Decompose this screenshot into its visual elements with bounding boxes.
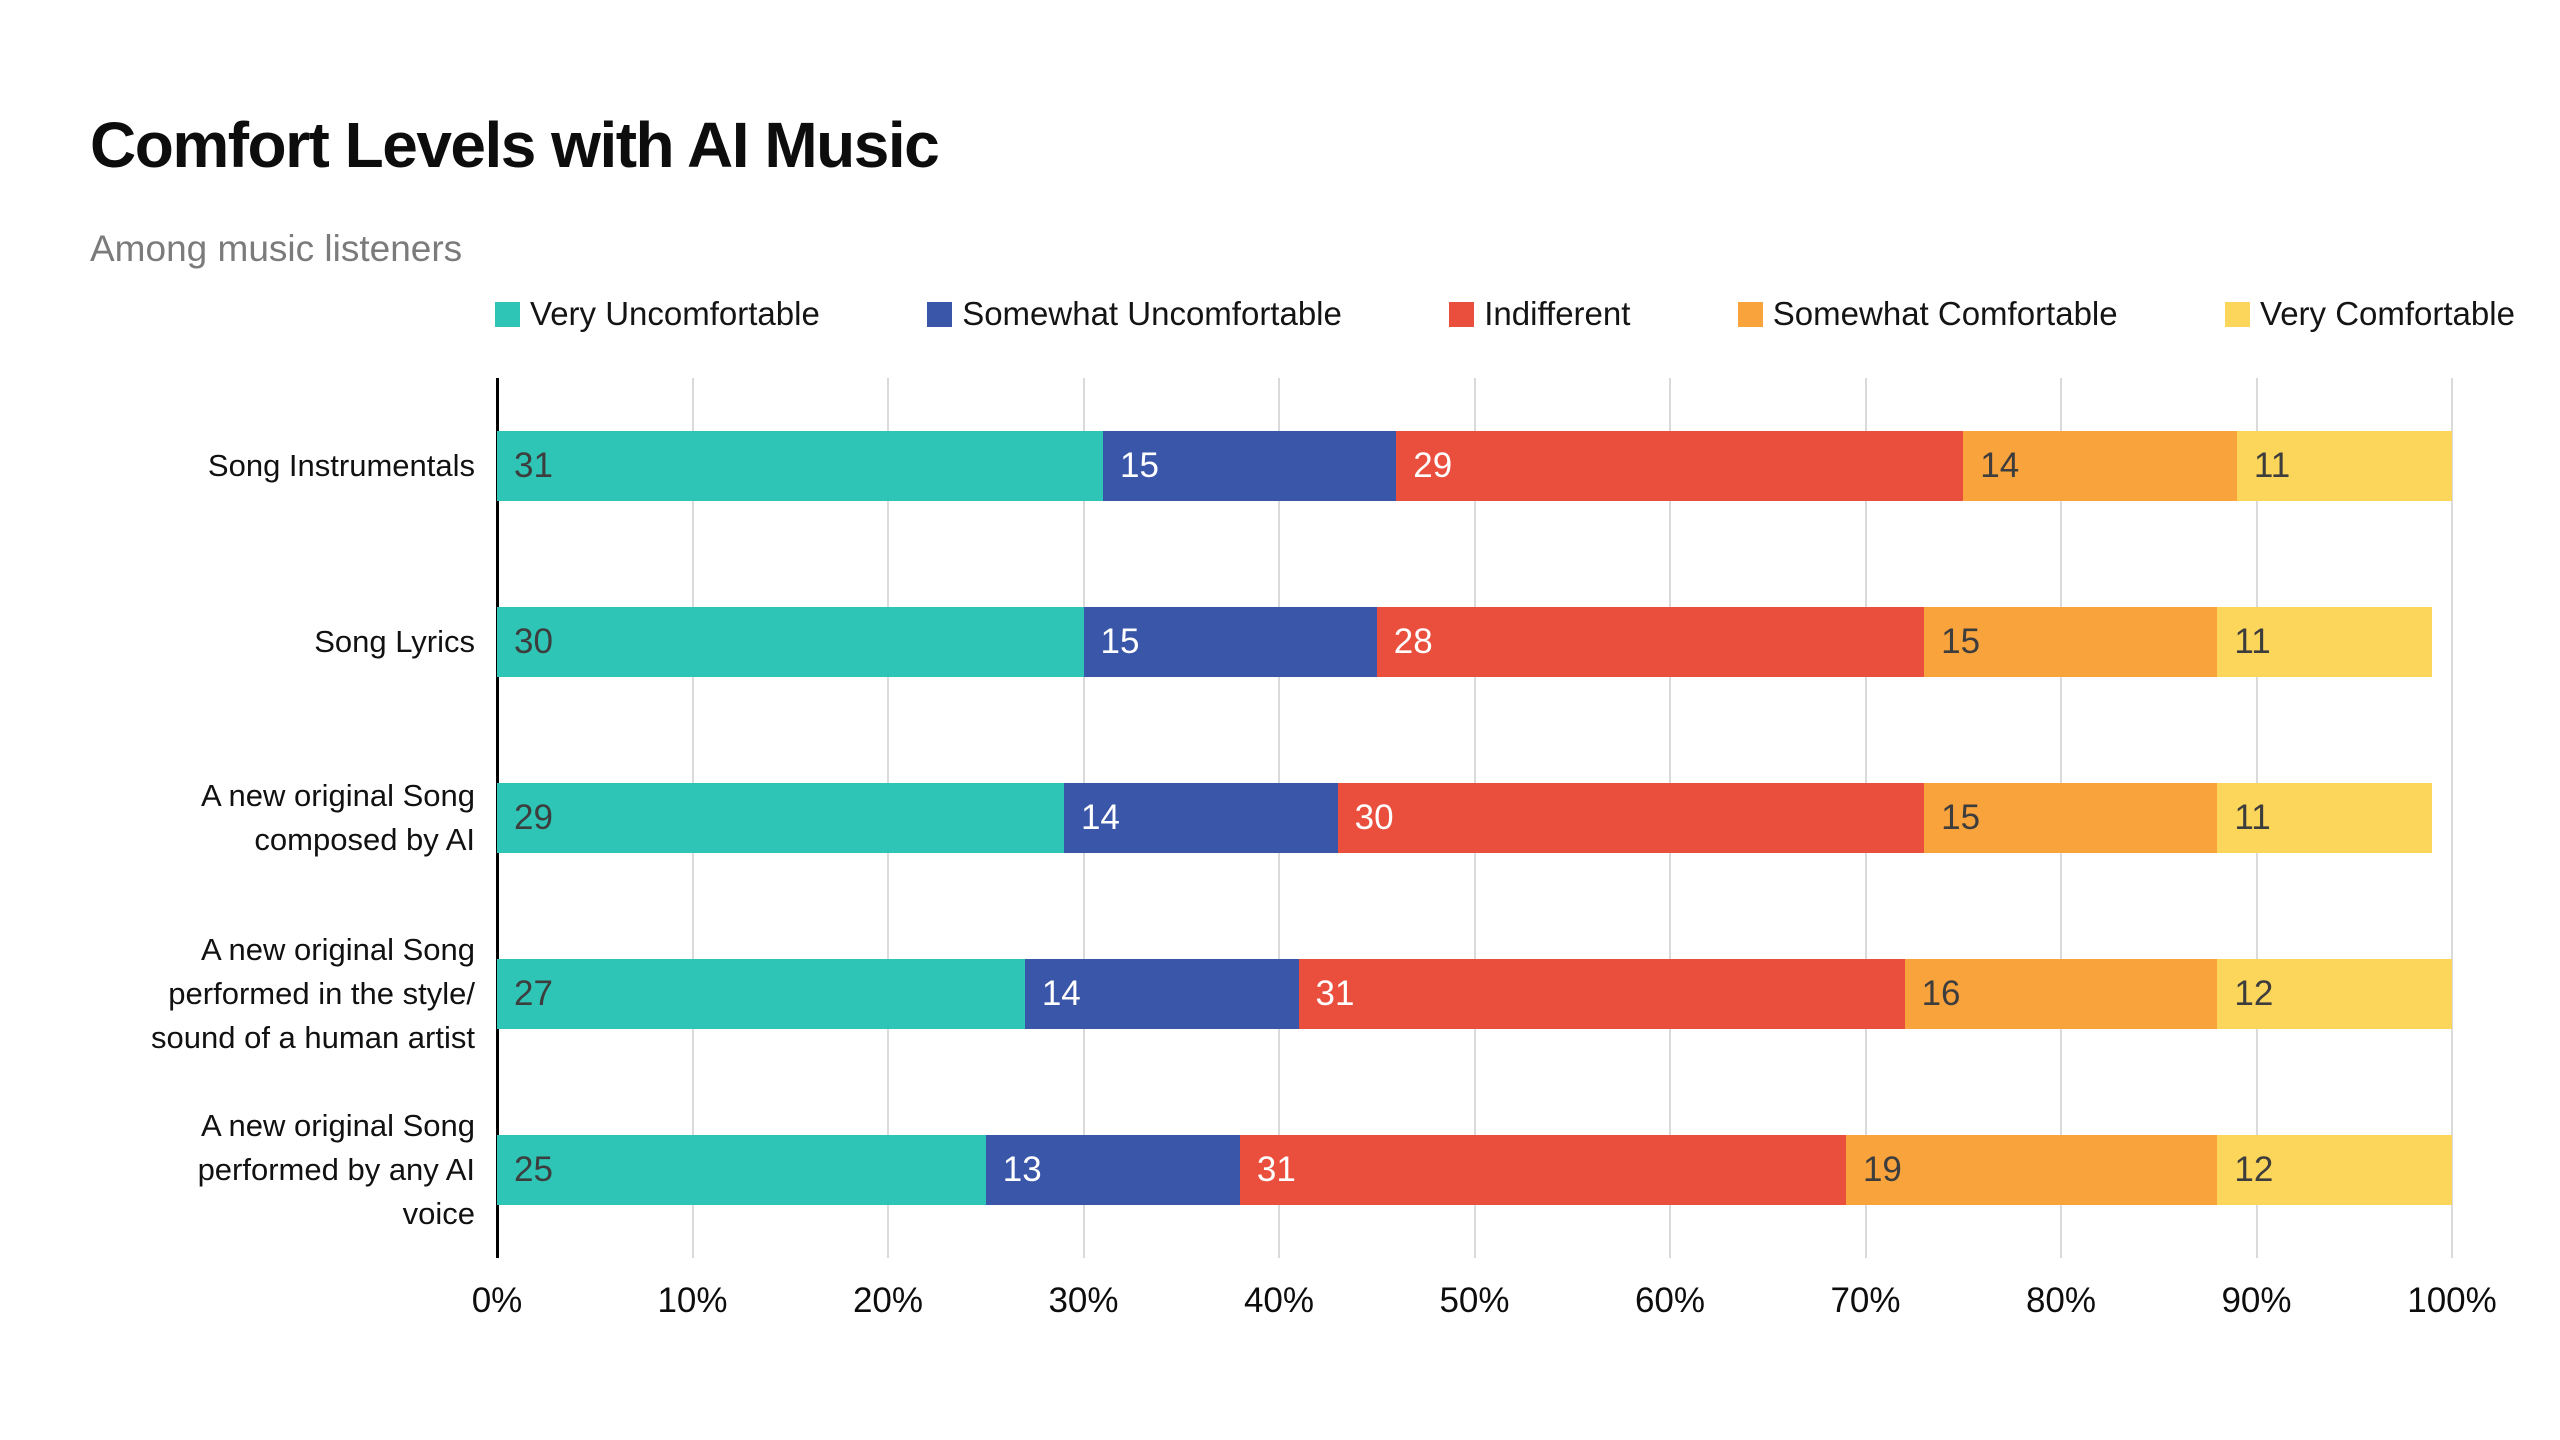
x-tick-label: 30% xyxy=(1048,1281,1119,1320)
bar-row: 30 15 28 15 11 xyxy=(497,607,2452,677)
legend-label: Somewhat Comfortable xyxy=(1772,295,2118,332)
legend-item-very-comfortable: Very Comfortable xyxy=(2225,295,2515,333)
segment-value: 31 xyxy=(514,446,553,485)
bar-segment-very-uncomfortable: 29 xyxy=(497,783,1064,853)
legend: Very Uncomfortable Somewhat Uncomfortable… xyxy=(495,292,2515,336)
segment-value: 16 xyxy=(1921,974,1961,1013)
legend-label: Indifferent xyxy=(1484,295,1631,332)
segment-value: 25 xyxy=(514,1150,553,1189)
bar-segment-indifferent: 30 xyxy=(1337,783,1925,853)
legend-swatch-icon xyxy=(1449,301,1475,327)
x-tick-label: 40% xyxy=(1243,1281,1315,1320)
legend-swatch-icon xyxy=(2225,301,2250,327)
legend-item-somewhat-comfortable: Somewhat Comfortable xyxy=(1737,295,2118,333)
bar-segment-somewhat-comfortable: 15 xyxy=(1924,783,2218,853)
legend-label: Somewhat Uncomfortable xyxy=(962,295,1342,332)
bar-segment-very-comfortable: 12 xyxy=(2217,959,2452,1029)
bar-segment-very-comfortable: 11 xyxy=(2236,431,2452,501)
x-tick-label: 50% xyxy=(1439,1281,1510,1320)
bar-segment-very-comfortable: 11 xyxy=(2217,607,2433,677)
segment-value: 15 xyxy=(1941,798,1981,837)
legend-item-indifferent: Indifferent xyxy=(1449,295,1630,333)
bar-segment-somewhat-comfortable: 15 xyxy=(1924,607,2218,677)
segment-value: 11 xyxy=(2253,446,2291,485)
segment-value: 29 xyxy=(514,798,553,837)
segment-value: 19 xyxy=(1862,1150,1902,1189)
segment-value: 29 xyxy=(1413,446,1453,485)
x-tick-label: 10% xyxy=(657,1281,728,1320)
x-tick-label: 20% xyxy=(852,1281,924,1320)
bar-row: 25 13 31 19 12 xyxy=(497,1135,2452,1205)
bar-segment-indifferent: 31 xyxy=(1298,959,1905,1029)
legend-item-very-uncomfortable: Very Uncomfortable xyxy=(495,295,820,333)
x-tick-label: 90% xyxy=(2221,1281,2292,1320)
bar-segment-very-uncomfortable: 27 xyxy=(497,959,1025,1029)
segment-value: 15 xyxy=(1100,622,1140,661)
category-label: Song Instrumentals xyxy=(207,448,475,483)
bar-segment-somewhat-comfortable: 16 xyxy=(1904,959,2218,1029)
bar-segment-somewhat-uncomfortable: 13 xyxy=(985,1135,1240,1205)
bar-segment-very-uncomfortable: 25 xyxy=(497,1135,986,1205)
bar-segment-somewhat-uncomfortable: 14 xyxy=(1063,783,1338,853)
segment-value: 12 xyxy=(2234,974,2274,1013)
segment-value: 14 xyxy=(1041,974,1081,1013)
legend-label: Very Comfortable xyxy=(2260,295,2515,332)
bar-segment-indifferent: 29 xyxy=(1396,431,1964,501)
category-label: A new original Song performed by any AI vo… xyxy=(197,1108,475,1231)
bar-segment-somewhat-comfortable: 14 xyxy=(1963,431,2237,501)
category-label: A new original Song performed in the styl… xyxy=(151,932,475,1055)
x-tick-label: 60% xyxy=(1634,1281,1706,1320)
bar-segment-somewhat-uncomfortable: 14 xyxy=(1024,959,1299,1029)
bar-segment-very-uncomfortable: 30 xyxy=(497,607,1084,677)
legend-label: Very Uncomfortable xyxy=(530,295,820,332)
segment-value: 30 xyxy=(514,622,553,661)
bar-segment-somewhat-uncomfortable: 15 xyxy=(1103,431,1397,501)
segment-value: 28 xyxy=(1393,622,1433,661)
category-label: Song Lyrics xyxy=(314,624,475,659)
x-tick-label: 80% xyxy=(2025,1281,2097,1320)
legend-swatch-icon xyxy=(1737,301,1763,327)
bar-row: 31 15 29 14 11 xyxy=(497,431,2452,501)
segment-value: 15 xyxy=(1120,446,1159,485)
chart-title: Comfort Levels with AI Music xyxy=(90,109,940,181)
segment-value: 30 xyxy=(1354,798,1394,837)
bar-segment-very-comfortable: 11 xyxy=(2217,783,2433,853)
segment-value: 11 xyxy=(2234,622,2271,661)
segment-value: 14 xyxy=(1080,798,1120,837)
bar-segment-indifferent: 31 xyxy=(1239,1135,1846,1205)
bar-segment-very-comfortable: 12 xyxy=(2217,1135,2452,1205)
segment-value: 15 xyxy=(1941,622,1981,661)
segment-value: 12 xyxy=(2234,1150,2274,1189)
legend-swatch-icon xyxy=(495,301,520,327)
bar-segment-somewhat-comfortable: 19 xyxy=(1845,1135,2218,1205)
x-tick-label: 70% xyxy=(1830,1281,1901,1320)
segment-value: 14 xyxy=(1980,446,2020,485)
x-tick-label: 0% xyxy=(471,1281,523,1320)
bar-row: 27 14 31 16 12 xyxy=(497,959,2452,1029)
bar-row: 29 14 30 15 11 xyxy=(497,783,2452,853)
segment-value: 31 xyxy=(1315,974,1355,1013)
segment-value: 11 xyxy=(2234,798,2271,837)
plot-area: 0% 10% 20% 30% 40% 50% 60% 70% 80% 90% 100% 31 15 29 1… xyxy=(151,378,2497,1320)
bar-segment-indifferent: 28 xyxy=(1376,607,1925,677)
segment-value: 13 xyxy=(1002,1150,1042,1189)
category-label: A new original Song composed by AI xyxy=(200,778,475,857)
gridline xyxy=(2451,378,2453,1258)
chart-subtitle: Among music listeners xyxy=(90,228,463,269)
segment-value: 31 xyxy=(1256,1150,1296,1189)
legend-swatch-icon xyxy=(927,301,953,327)
x-tick-label: 100% xyxy=(2407,1281,2497,1320)
legend-item-somewhat-uncomfortable: Somewhat Uncomfortable xyxy=(927,295,1342,333)
bar-segment-very-uncomfortable: 31 xyxy=(497,431,1104,501)
bar-segment-somewhat-uncomfortable: 15 xyxy=(1083,607,1377,677)
segment-value: 27 xyxy=(514,974,553,1013)
